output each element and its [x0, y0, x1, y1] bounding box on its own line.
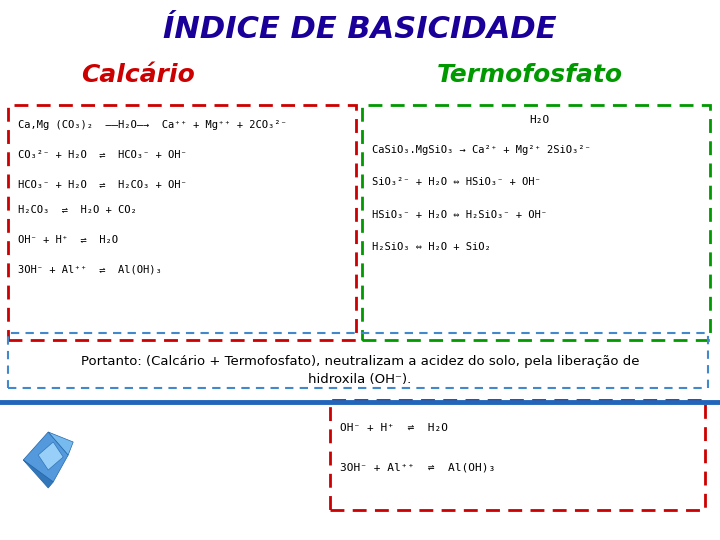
Text: H₂O: H₂O — [530, 115, 550, 125]
Bar — [8, 105, 356, 340]
Text: Portanto: (Calcário + Termofosfato), neutralizam a acidez do solo, pela liberaçã: Portanto: (Calcário + Termofosfato), neu… — [81, 355, 639, 368]
Text: SiO₃²⁻ + H₂O ⇔ HSiO₃⁻ + OH⁻: SiO₃²⁻ + H₂O ⇔ HSiO₃⁻ + OH⁻ — [372, 177, 541, 187]
Text: HSiO₃⁻ + H₂O ⇔ H₂SiO₃⁻ + OH⁻: HSiO₃⁻ + H₂O ⇔ H₂SiO₃⁻ + OH⁻ — [372, 210, 547, 220]
Bar — [330, 400, 705, 510]
Text: HCO₃⁻ + H₂O  ⇌  H₂CO₃ + OH⁻: HCO₃⁻ + H₂O ⇌ H₂CO₃ + OH⁻ — [18, 180, 187, 190]
Text: H₂CO₃  ⇌  H₂O + CO₂: H₂CO₃ ⇌ H₂O + CO₂ — [18, 205, 137, 215]
Polygon shape — [38, 442, 63, 470]
Text: 3OH⁻ + Al⁺⁺  ⇌  Al(OH)₃: 3OH⁻ + Al⁺⁺ ⇌ Al(OH)₃ — [18, 265, 162, 275]
Text: Termofosfato: Termofosfato — [437, 63, 623, 87]
Text: H₂SiO₃ ⇔ H₂O + SiO₂: H₂SiO₃ ⇔ H₂O + SiO₂ — [372, 242, 491, 252]
Bar — [8, 333, 708, 388]
Polygon shape — [23, 460, 53, 488]
Bar — [362, 105, 710, 340]
Text: 3OH⁻ + Al⁺⁺  ⇌  Al(OH)₃: 3OH⁻ + Al⁺⁺ ⇌ Al(OH)₃ — [340, 463, 495, 473]
Text: CO₃²⁻ + H₂O  ⇌  HCO₃⁻ + OH⁻: CO₃²⁻ + H₂O ⇌ HCO₃⁻ + OH⁻ — [18, 150, 187, 160]
Text: ÍNDICE DE BASICIDADE: ÍNDICE DE BASICIDADE — [163, 16, 557, 44]
Polygon shape — [48, 432, 73, 455]
Text: hidroxila (OH⁻).: hidroxila (OH⁻). — [308, 373, 412, 386]
Text: CaSiO₃.MgSiO₃ → Ca²⁺ + Mg²⁺ 2SiO₃²⁻: CaSiO₃.MgSiO₃ → Ca²⁺ + Mg²⁺ 2SiO₃²⁻ — [372, 145, 590, 155]
Text: OH⁻ + H⁺  ⇌  H₂O: OH⁻ + H⁺ ⇌ H₂O — [340, 423, 448, 433]
Text: Calcário: Calcário — [81, 63, 195, 87]
Text: Ca,Mg (CO₃)₂  ——H₂O—→  Ca⁺⁺ + Mg⁺⁺ + 2CO₃²⁻: Ca,Mg (CO₃)₂ ——H₂O—→ Ca⁺⁺ + Mg⁺⁺ + 2CO₃²… — [18, 120, 287, 130]
Text: OH⁻ + H⁺  ⇌  H₂O: OH⁻ + H⁺ ⇌ H₂O — [18, 235, 118, 245]
Polygon shape — [23, 432, 68, 482]
